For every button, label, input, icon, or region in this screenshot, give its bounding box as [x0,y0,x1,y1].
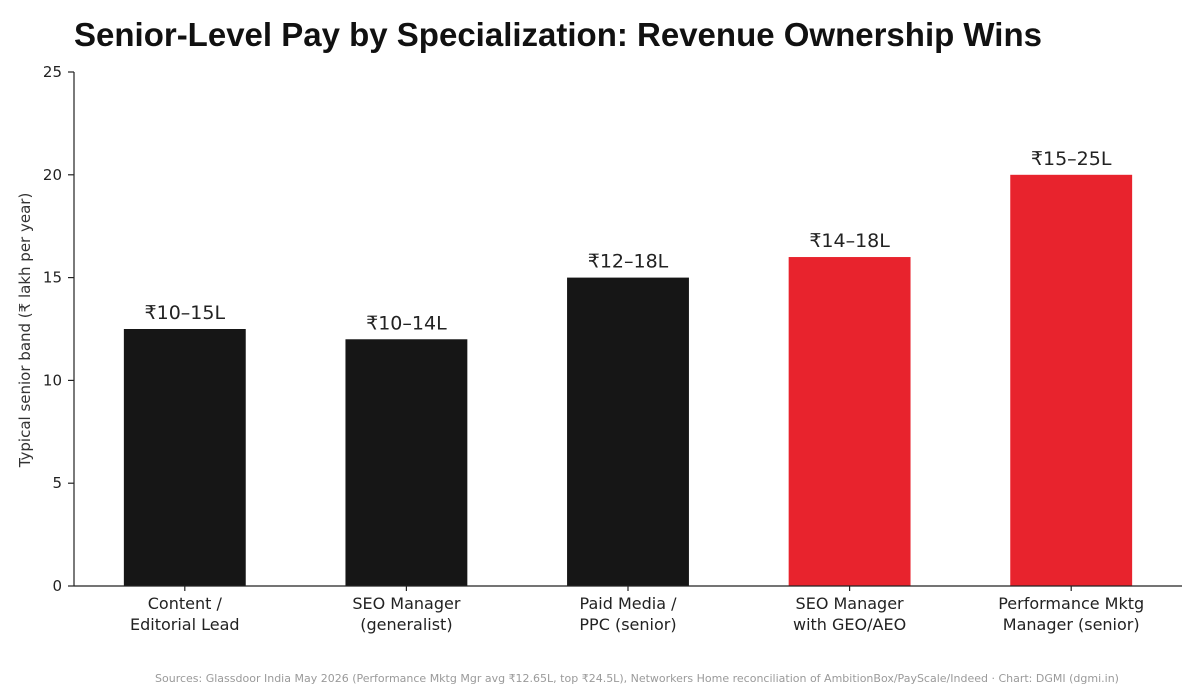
data-label: ₹15–25L [1031,148,1112,170]
category-labels-group: Content / Editorial Lead SEO Manager (gener… [130,594,1144,634]
data-labels-group: ₹10–15L ₹10–14L ₹12–18L ₹14–18L ₹15–25L [145,148,1112,334]
category-label: Performance Mktg [998,594,1144,613]
data-label: ₹10–15L [145,302,226,324]
source-note: Sources: Glassdoor India May 2026 (Perfo… [155,672,1119,685]
data-label: ₹14–18L [809,230,890,252]
category-label: with GEO/AEO [793,615,906,634]
bar [123,329,246,586]
category-label: (generalist) [360,615,452,634]
category-label: Paid Media / [580,594,678,613]
data-label: ₹10–14L [366,312,447,334]
category-label: Content / [148,594,223,613]
y-axis-ticks: 0 5 10 15 20 25 [43,63,74,595]
category-label: SEO Manager [796,594,905,613]
y-tick-label: 15 [43,269,62,287]
y-axis-label: Typical senior band (₹ lakh per year) [16,193,34,469]
chart-title: Senior-Level Pay by Specialization: Reve… [74,16,1042,53]
bars-group [123,174,1133,591]
y-tick-label: 0 [52,577,62,595]
y-tick-label: 5 [52,474,62,492]
category-label: Editorial Lead [130,615,240,634]
bar [788,257,911,586]
category-label: Manager (senior) [1003,615,1140,634]
bar [567,277,689,586]
y-tick-label: 10 [43,371,62,389]
data-label: ₹12–18L [588,251,669,273]
y-tick-label: 25 [43,63,62,81]
y-tick-label: 20 [43,166,62,184]
category-label: SEO Manager [352,594,461,613]
bar [345,339,468,586]
bar [1010,174,1133,587]
category-label: PPC (senior) [579,615,676,634]
